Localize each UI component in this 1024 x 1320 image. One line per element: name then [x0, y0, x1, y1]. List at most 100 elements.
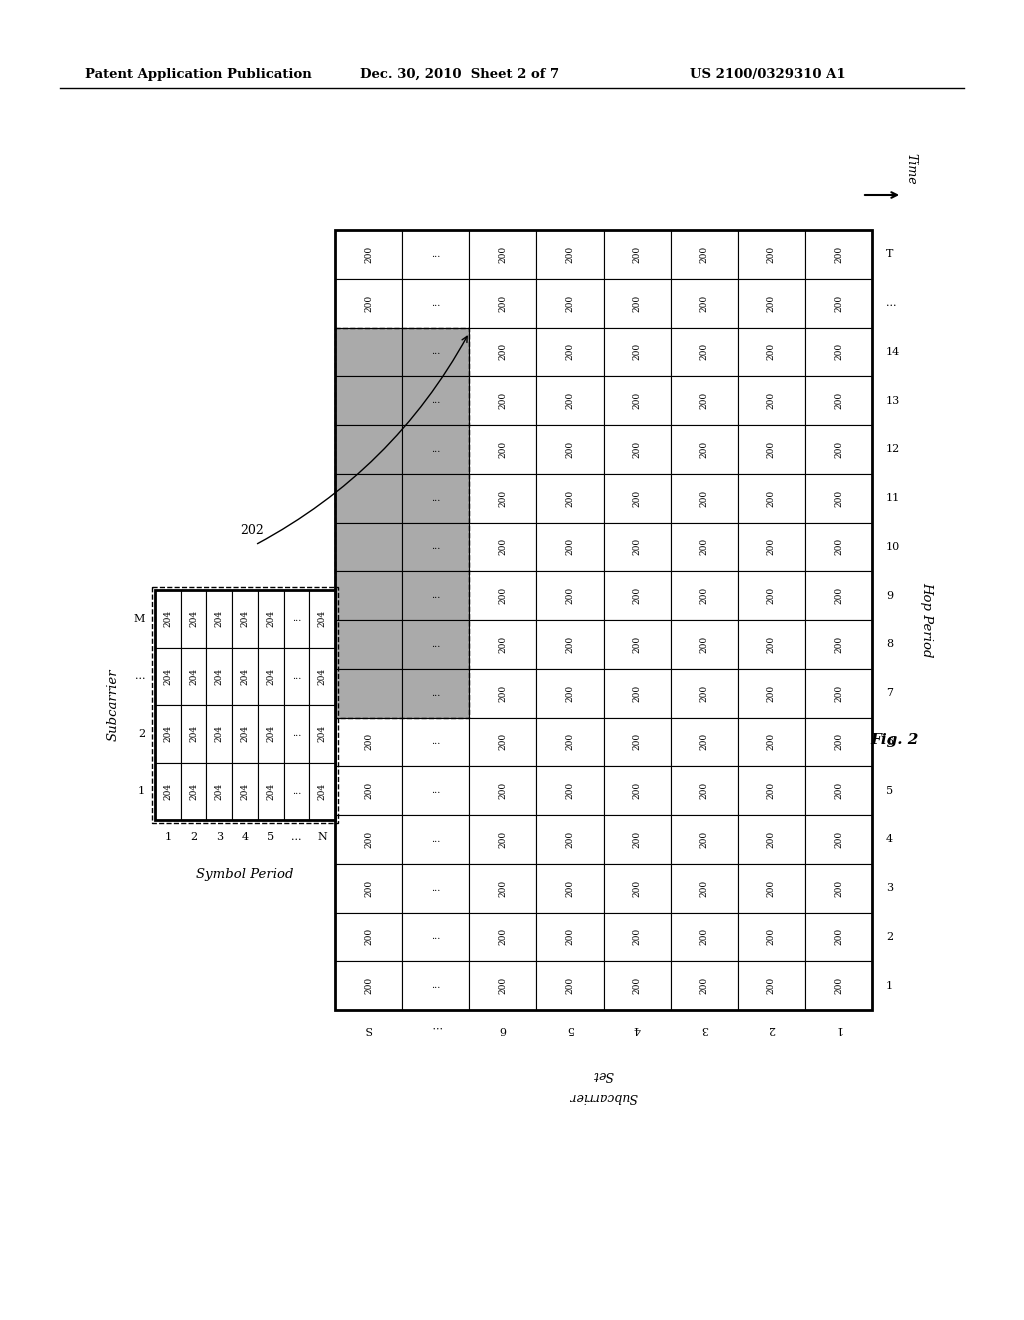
Text: 200: 200 [365, 246, 373, 263]
Bar [737, 474, 805, 523]
Text: 1: 1 [835, 1024, 842, 1034]
Text: 204: 204 [164, 610, 172, 627]
Text: 200: 200 [834, 781, 843, 799]
Text: Symbol Period: Symbol Period [197, 869, 294, 880]
Text: 2: 2 [768, 1024, 775, 1034]
Text: 200: 200 [767, 830, 776, 847]
Text: 10: 10 [886, 543, 900, 552]
Text: 200: 200 [565, 734, 574, 751]
Text: 200: 200 [699, 977, 709, 994]
Bar [603, 814, 671, 863]
Text: 200: 200 [834, 343, 843, 360]
Bar [737, 863, 805, 912]
Bar [469, 474, 537, 523]
Bar [671, 327, 737, 376]
Bar [207, 763, 232, 820]
Text: 200: 200 [834, 928, 843, 945]
Bar [603, 718, 671, 766]
Bar [232, 590, 258, 648]
Text: ...: ... [292, 614, 301, 623]
Text: 200: 200 [565, 928, 574, 945]
Bar [402, 718, 469, 766]
Bar [671, 572, 737, 620]
Bar [671, 766, 737, 814]
Bar [805, 814, 872, 863]
Text: 200: 200 [499, 879, 507, 896]
Bar [537, 474, 603, 523]
Bar [737, 912, 805, 961]
Text: 200: 200 [499, 441, 507, 458]
Bar [258, 763, 284, 820]
Bar [335, 766, 402, 814]
Bar [737, 814, 805, 863]
Text: 200: 200 [699, 392, 709, 409]
Bar [603, 863, 671, 912]
Bar [469, 961, 537, 1010]
Text: 200: 200 [834, 977, 843, 994]
Text: 200: 200 [499, 830, 507, 847]
Bar [671, 669, 737, 718]
Bar [603, 230, 671, 279]
Bar [737, 523, 805, 572]
Bar [155, 705, 180, 763]
Bar [671, 474, 737, 523]
Bar [469, 863, 537, 912]
Text: 200: 200 [633, 490, 642, 507]
Text: 200: 200 [499, 977, 507, 994]
Text: 200: 200 [633, 587, 642, 605]
Text: 200: 200 [699, 734, 709, 751]
Text: 204: 204 [215, 725, 224, 742]
Bar [537, 376, 603, 425]
Bar [284, 763, 309, 820]
Bar [537, 912, 603, 961]
Bar [335, 230, 402, 279]
Bar [284, 705, 309, 763]
Bar [469, 327, 537, 376]
Text: 200: 200 [767, 246, 776, 263]
Text: 204: 204 [241, 783, 250, 800]
Bar [335, 279, 402, 327]
Bar [805, 376, 872, 425]
Text: 204: 204 [189, 668, 198, 685]
Text: 1: 1 [138, 787, 145, 796]
Bar [335, 718, 402, 766]
Bar [805, 279, 872, 327]
Bar [805, 961, 872, 1010]
Text: ...: ... [431, 738, 440, 746]
Bar [469, 814, 537, 863]
Bar [671, 230, 737, 279]
Bar [180, 590, 207, 648]
Text: 204: 204 [266, 610, 275, 627]
Bar [603, 376, 671, 425]
Text: 200: 200 [365, 977, 373, 994]
Bar [207, 648, 232, 705]
Text: Patent Application Publication: Patent Application Publication [85, 69, 311, 81]
Bar [309, 705, 335, 763]
Bar [537, 572, 603, 620]
Text: 200: 200 [633, 685, 642, 702]
Bar [155, 590, 180, 648]
Bar [805, 425, 872, 474]
Text: ...: ... [431, 445, 440, 454]
Bar [537, 620, 603, 669]
Text: 204: 204 [164, 783, 172, 800]
Bar [537, 718, 603, 766]
Text: 200: 200 [499, 587, 507, 605]
Bar [537, 279, 603, 327]
Text: US 2100/0329310 A1: US 2100/0329310 A1 [690, 69, 846, 81]
Text: ...: ... [431, 494, 440, 503]
Text: 204: 204 [164, 725, 172, 742]
Bar [402, 669, 469, 718]
Text: ...: ... [431, 932, 440, 941]
Bar [335, 814, 402, 863]
Text: 200: 200 [633, 636, 642, 653]
Text: 200: 200 [565, 587, 574, 605]
Text: Subcarrier: Subcarrier [569, 1090, 638, 1104]
Bar [335, 230, 872, 1010]
Bar [603, 620, 671, 669]
Bar [152, 587, 338, 822]
Text: ...: ... [431, 883, 440, 892]
Text: 200: 200 [699, 441, 709, 458]
Bar [284, 590, 309, 648]
Bar [737, 327, 805, 376]
